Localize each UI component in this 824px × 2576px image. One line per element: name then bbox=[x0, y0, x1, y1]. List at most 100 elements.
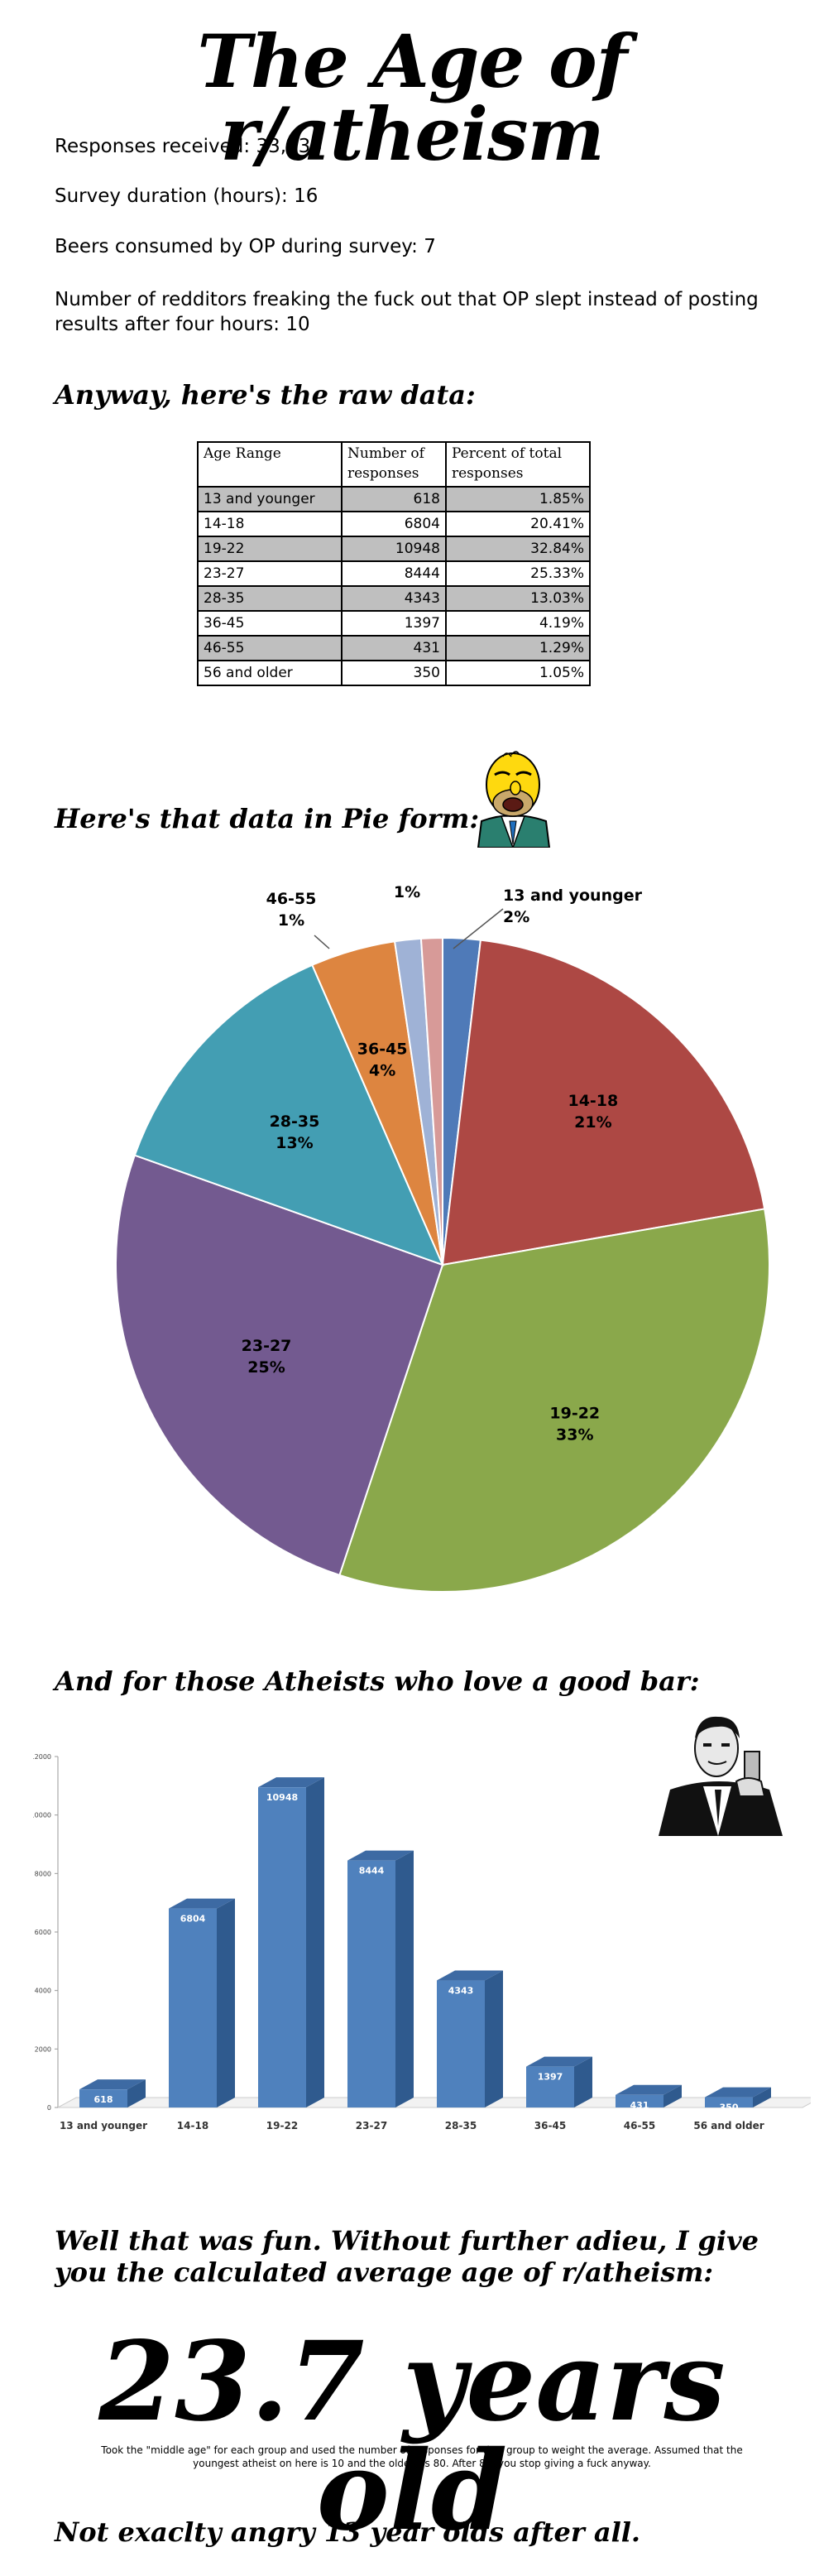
average-age-value: 23.7 years old bbox=[98, 2318, 726, 2555]
bar bbox=[437, 1980, 485, 2107]
table-row: 13 and younger 618 1.85% bbox=[197, 486, 591, 512]
bar-top bbox=[258, 1777, 324, 1788]
bar-top bbox=[705, 2087, 771, 2098]
pie-category-label: 13 and younger bbox=[503, 887, 643, 905]
bar-value-label: 350 bbox=[720, 2103, 739, 2113]
x-tick-label: 46-55 bbox=[624, 2120, 655, 2131]
table-header-row: Age Range Number of responses Percent of… bbox=[197, 441, 591, 488]
bar-heading: And for those Atheists who love a good b… bbox=[55, 1665, 700, 1697]
table-cell: 4.19% bbox=[445, 610, 591, 637]
bar-side bbox=[664, 2084, 682, 2107]
pie-category-label: 14-18 bbox=[568, 1092, 618, 1110]
pie-percent-label: 4% bbox=[369, 1062, 395, 1080]
table-cell: 13.03% bbox=[445, 585, 591, 612]
bar-value-label: 10948 bbox=[266, 1792, 298, 1803]
bar bbox=[258, 1787, 306, 2107]
bar-top bbox=[169, 1898, 235, 1909]
table-cell: 20.41% bbox=[445, 511, 591, 537]
table-cell: 350 bbox=[341, 660, 447, 686]
pie-slice bbox=[441, 939, 766, 1266]
x-tick-label: 14-18 bbox=[177, 2120, 208, 2131]
table-row: 56 and older 350 1.05% bbox=[197, 660, 591, 686]
table-cell: 1397 bbox=[341, 610, 447, 637]
table-cell: 14-18 bbox=[197, 511, 343, 537]
table-cell: 19-22 bbox=[197, 536, 343, 562]
pie-percent-label: 1% bbox=[394, 883, 420, 901]
table-cell: 23-27 bbox=[197, 560, 343, 587]
pie-category-label: 19-22 bbox=[549, 1405, 600, 1423]
pie-category-label: 28-35 bbox=[270, 1113, 320, 1131]
bar-top bbox=[347, 1850, 414, 1861]
bar-value-label: 6804 bbox=[180, 1914, 206, 1925]
bar-chart: 0 2000 4000 6000 8000 10000 12000 618 13 and you… bbox=[33, 1753, 811, 2131]
y-tick-label: 8000 bbox=[35, 1870, 51, 1877]
y-tick-label: 12000 bbox=[33, 1753, 51, 1761]
result-heading: Well that was fun. Without further adieu… bbox=[55, 2225, 759, 2289]
pie-leader-line bbox=[453, 908, 504, 949]
table-cell: 28-35 bbox=[197, 585, 343, 612]
homer-cartoon-illustration bbox=[477, 751, 551, 848]
table-cell: 1.85% bbox=[445, 486, 591, 512]
man-with-drink-illustration bbox=[659, 1716, 783, 1836]
bar-side bbox=[395, 1850, 414, 2107]
bar-side bbox=[306, 1777, 324, 2107]
table-cell: 32.84% bbox=[445, 536, 591, 562]
pie-category-label: 36-45 bbox=[357, 1040, 408, 1059]
table-cell: 8444 bbox=[341, 560, 447, 587]
table-row: 14-18 6804 20.41% bbox=[197, 511, 591, 537]
bar-top bbox=[79, 2079, 146, 2090]
bar-side bbox=[485, 1970, 503, 2107]
table-row: 19-22 10948 32.84% bbox=[197, 536, 591, 562]
x-tick-label: 56 and older bbox=[693, 2120, 764, 2131]
bar-side bbox=[127, 2079, 146, 2107]
bar bbox=[526, 2066, 574, 2107]
raw-data-heading: Anyway, here's the raw data: bbox=[55, 379, 476, 411]
table-cell: 4343 bbox=[341, 585, 447, 612]
pie-percent-label: 13% bbox=[275, 1134, 313, 1152]
table-cell: 10948 bbox=[341, 536, 447, 562]
table-header: Age Range bbox=[197, 441, 343, 488]
closing-line: Not exaclty angry 13 year olds after all… bbox=[55, 2516, 641, 2548]
raw-data-table: Age Range Number of responses Percent of… bbox=[197, 441, 591, 686]
x-tick-label: 36-45 bbox=[534, 2120, 566, 2131]
bar-top bbox=[526, 2056, 592, 2067]
bar-side bbox=[217, 1898, 235, 2107]
bar-value-label: 4343 bbox=[448, 1986, 474, 1997]
pie-percent-label: 21% bbox=[574, 1113, 611, 1132]
table-row: 36-45 1397 4.19% bbox=[197, 610, 591, 637]
pie-slice bbox=[419, 936, 443, 1266]
x-tick-label: 23-27 bbox=[356, 2120, 387, 2131]
method-footnote: Took the "middle age" for each group and… bbox=[101, 2444, 743, 2469]
stat-responses: Responses received: 33,335 bbox=[55, 136, 323, 157]
pie-percent-label: 1% bbox=[278, 911, 304, 930]
bar bbox=[705, 2097, 753, 2107]
pie-percent-label: 33% bbox=[556, 1426, 593, 1444]
x-tick-label: 28-35 bbox=[445, 2120, 477, 2131]
table-cell: 13 and younger bbox=[197, 486, 343, 512]
page-title: The Age of r/atheism bbox=[197, 18, 627, 177]
table-cell: 618 bbox=[341, 486, 447, 512]
table-row: 23-27 8444 25.33% bbox=[197, 560, 591, 587]
bar-side bbox=[753, 2087, 771, 2107]
pie-heading: Here's that data in Pie form: bbox=[55, 803, 480, 834]
y-tick-label: 10000 bbox=[33, 1812, 51, 1819]
bar bbox=[616, 2094, 664, 2107]
table-row: 28-35 4343 13.03% bbox=[197, 585, 591, 612]
y-tick-label: 0 bbox=[47, 2104, 51, 2112]
table-header: Percent of total responses bbox=[445, 441, 591, 488]
x-tick-label: 19-22 bbox=[266, 2120, 298, 2131]
pie-category-label: 56 and older bbox=[351, 877, 463, 880]
pie-slice bbox=[133, 964, 444, 1266]
bar bbox=[79, 2089, 127, 2107]
x-tick-label: 13 and younger bbox=[60, 2120, 147, 2131]
bar-value-label: 1397 bbox=[538, 2072, 563, 2083]
bar-value-label: 8444 bbox=[359, 1866, 385, 1877]
bar-top bbox=[437, 1970, 503, 1981]
table-cell: 6804 bbox=[341, 511, 447, 537]
table-cell: 25.33% bbox=[445, 560, 591, 587]
table-cell: 46-55 bbox=[197, 635, 343, 661]
y-tick-label: 4000 bbox=[35, 1987, 51, 1995]
table-cell: 1.29% bbox=[445, 635, 591, 661]
pie-chart: 13 and younger 2% 14-18 21% 19-22 33% 23-27 25%… bbox=[115, 877, 770, 1593]
pie-category-label: 46-55 bbox=[266, 890, 317, 908]
